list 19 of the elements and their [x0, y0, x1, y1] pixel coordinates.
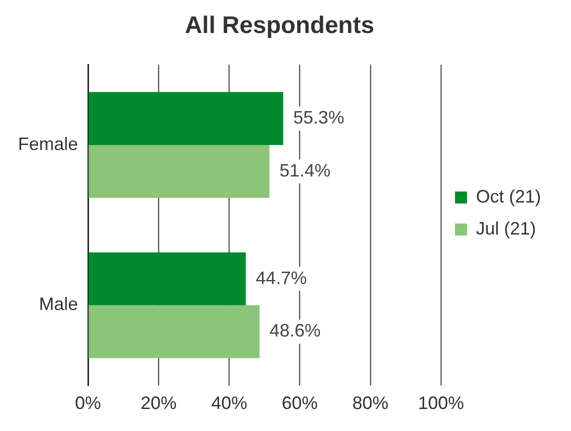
data-label: 48.6% — [270, 320, 321, 341]
x-tick-label: 40% — [211, 393, 248, 414]
bar — [88, 305, 260, 358]
x-tick-label: 60% — [282, 393, 318, 414]
x-tick-label: 0% — [75, 393, 102, 414]
legend-label: Oct (21) — [476, 186, 542, 206]
x-tick-label: 20% — [140, 393, 177, 414]
data-label: 44.7% — [256, 268, 307, 288]
bar — [88, 252, 246, 306]
bar — [88, 92, 284, 145]
y-tick-label: Female — [18, 134, 78, 154]
data-label: 55.3% — [293, 107, 344, 128]
y-tick-label: Male — [39, 294, 78, 314]
x-tick-label: 80% — [352, 393, 388, 414]
data-label: 51.4% — [279, 160, 330, 180]
x-tick-label: 100% — [418, 393, 464, 414]
legend-label: Jul (21) — [476, 218, 536, 238]
bar — [88, 144, 270, 198]
chart-title: All Respondents — [184, 12, 374, 40]
